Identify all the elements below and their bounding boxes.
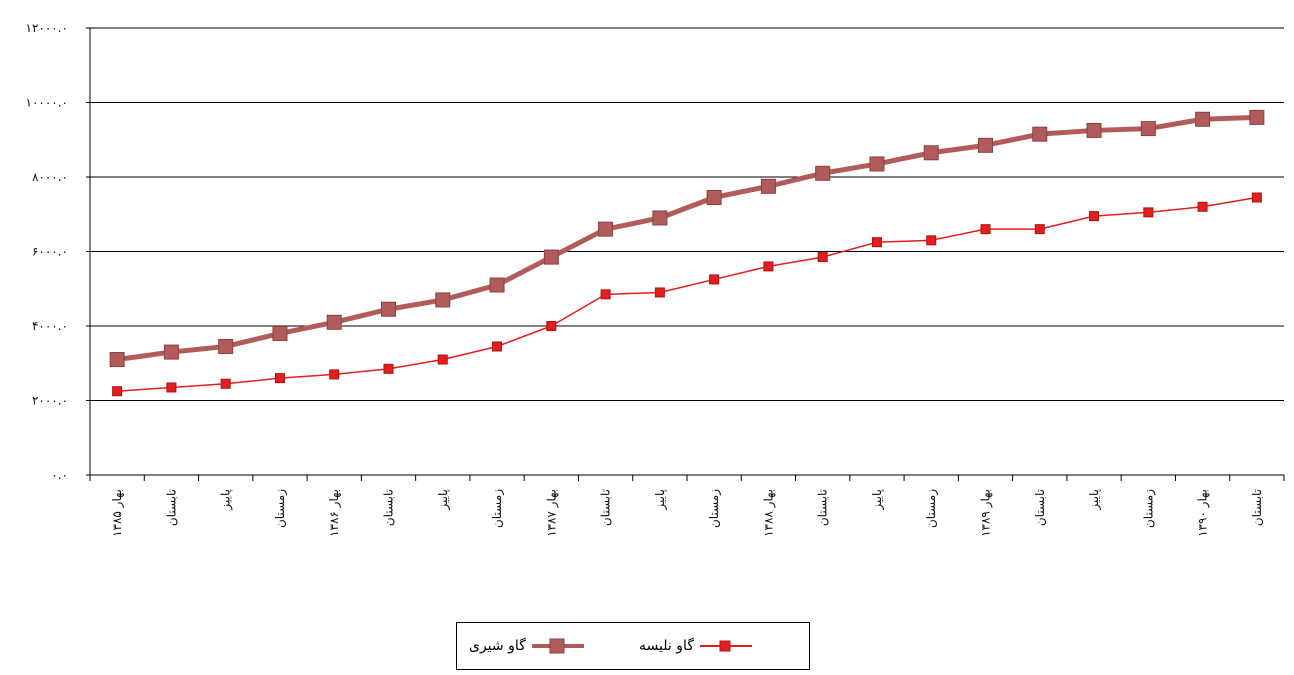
series-1-point	[163, 344, 179, 360]
line-chart: ۰.۰ ۲۰۰۰.۰ ۴۰۰۰.۰ ۶۰۰۰.۰ ۸۰۰۰.۰ ۱۰۰۰۰.۰ ۱۲۰۰۰.…	[26, 21, 1285, 537]
x-tick-label: تابستان	[1250, 489, 1264, 526]
y-tick-label: ۱۰۰۰۰.۰	[26, 96, 69, 110]
x-tick-label: بهار ۱۳۸۸	[761, 489, 776, 537]
series-1-point	[1032, 126, 1048, 142]
series-1-line	[116, 114, 1257, 363]
series-1-point	[978, 137, 993, 153]
series-group	[109, 109, 1265, 397]
series-2-line	[117, 196, 1257, 392]
x-tick-label: پاییز	[653, 489, 668, 511]
series-2-point	[166, 382, 177, 393]
series-2-point	[1197, 201, 1208, 212]
y-tick-label: ۲۰۰۰.۰	[32, 394, 68, 408]
series-1-point	[109, 352, 125, 368]
y-tick-label: ۶۰۰۰.۰	[32, 245, 68, 259]
x-tick-label: بهار ۱۳۸۶	[327, 489, 342, 537]
series-2-point	[546, 321, 557, 331]
series-2-point	[383, 363, 394, 374]
legend-swatch-series-2	[699, 640, 752, 652]
series-2-point	[763, 261, 774, 272]
x-tick-labels: بهار ۱۳۸۵ تابستان پاییز زمستان بهار ۱۳۸۶ تابس…	[110, 489, 1264, 537]
x-tick-label: تابستان	[599, 489, 613, 526]
series-2-point	[492, 341, 503, 352]
series-2-point	[709, 274, 720, 285]
series-2-point	[1143, 207, 1154, 218]
x-tick-label: زمستان	[273, 489, 288, 528]
series-1-point	[489, 277, 505, 293]
legend-label-series-1: گاو شیری	[469, 638, 526, 654]
gridlines	[90, 27, 1284, 401]
series-2-point	[817, 252, 828, 263]
series-1-point	[218, 338, 234, 354]
legend-swatch-series-1	[531, 638, 584, 654]
series-2-point	[871, 237, 882, 248]
x-tick-label: زمستان	[707, 489, 722, 528]
y-tick-label: ۱۲۰۰۰.۰	[26, 21, 69, 35]
series-1-point	[1249, 109, 1265, 125]
series-2-point	[437, 354, 448, 365]
x-tick-label: تابستان	[382, 489, 396, 526]
series-1-point	[815, 165, 831, 181]
series-1-point	[652, 210, 668, 226]
series-1-point	[272, 325, 288, 341]
series-2-point	[1251, 192, 1262, 203]
series-2-point	[600, 289, 611, 300]
x-tick-label: بهار ۱۳۸۷	[544, 489, 559, 537]
legend-item-series-2-wrap: گاو نلیسه	[635, 632, 754, 660]
x-tick-label: پاییز	[870, 489, 885, 511]
series-1-point	[598, 221, 614, 237]
series-1-point	[869, 156, 885, 172]
x-tick-label: بهار ۱۳۸۹	[979, 489, 994, 537]
axes	[86, 27, 1285, 481]
series-1-point	[435, 292, 451, 308]
series-1-point	[1195, 111, 1211, 127]
y-tick-labels: ۰.۰ ۲۰۰۰.۰ ۴۰۰۰.۰ ۶۰۰۰.۰ ۸۰۰۰.۰ ۱۰۰۰۰.۰ ۱۲۰۰۰.…	[26, 21, 69, 482]
x-tick-label: زمستان	[490, 489, 505, 528]
series-2-point	[329, 369, 340, 380]
series-2-point	[220, 378, 231, 389]
series-2-point	[1034, 224, 1045, 235]
x-tick-label: پاییز	[1087, 489, 1102, 511]
x-tick-label: بهار ۱۳۸۵	[110, 489, 125, 537]
series-1-point	[923, 145, 939, 161]
x-tick-label: بهار ۱۳۹۰	[1196, 489, 1211, 537]
x-tick-label: پاییز	[436, 489, 451, 511]
chart-legend: گاو شیری گاو نلیسه	[456, 622, 810, 670]
x-tick-label: پاییز	[219, 489, 234, 511]
x-tick-label: تابستان	[816, 489, 830, 526]
series-1-point	[543, 249, 559, 265]
series-2-point	[980, 224, 991, 235]
series-2-point	[926, 235, 937, 246]
x-tick-label: تابستان	[164, 489, 178, 526]
series-2-point	[654, 287, 665, 298]
series-1-point	[706, 189, 722, 205]
series-1-point	[326, 314, 342, 330]
series-2-point	[112, 386, 123, 397]
y-tick-label: ۰.۰	[51, 468, 68, 482]
x-tick-label: زمستان	[1141, 489, 1156, 528]
series-1-point	[1140, 121, 1156, 137]
series-1-point	[760, 178, 776, 194]
legend-item-series-1-wrap: گاو شیری	[465, 632, 586, 660]
series-1-point	[1086, 122, 1102, 138]
series-1-point	[381, 301, 396, 317]
y-tick-label: ۴۰۰۰.۰	[32, 319, 68, 333]
legend-label-series-2: گاو نلیسه	[639, 638, 694, 654]
series-2-point	[274, 373, 285, 384]
x-tick-label: تابستان	[1033, 489, 1047, 526]
x-tick-label: زمستان	[924, 489, 939, 528]
series-2-point	[1089, 211, 1100, 222]
y-tick-label: ۸۰۰۰.۰	[32, 170, 68, 184]
